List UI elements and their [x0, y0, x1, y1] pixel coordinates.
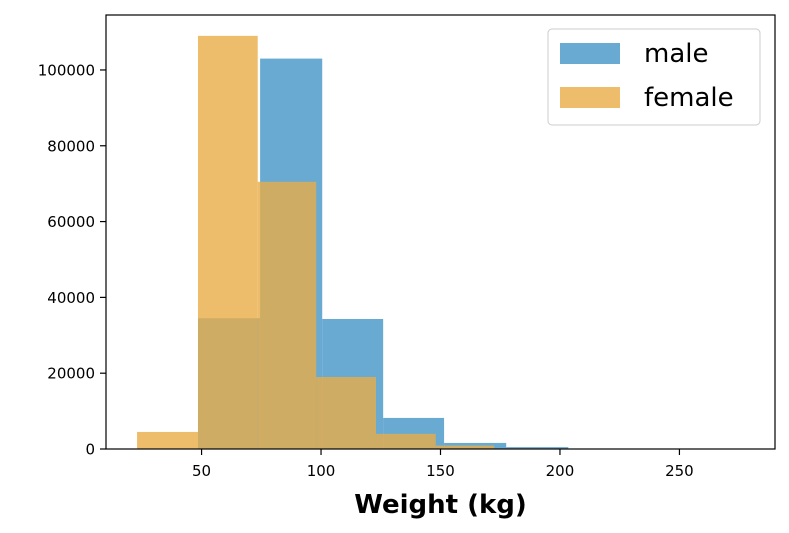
x-tick-label: 200 [546, 462, 575, 480]
bar-female-3 [316, 376, 376, 449]
histogram-bars [137, 35, 753, 450]
x-axis-ticks: 50 100 150 200 250 [192, 449, 694, 480]
x-tick-label: 150 [426, 462, 455, 480]
x-axis-label: Weight (kg) [354, 490, 527, 520]
y-axis-ticks: 0 20000 40000 60000 80000 100000 [38, 61, 106, 459]
bar-female-5 [435, 445, 495, 449]
bar-male-5 [506, 447, 569, 449]
y-tick-label: 40000 [47, 289, 95, 307]
legend: male female [547, 28, 761, 126]
y-tick-label: 100000 [38, 61, 95, 79]
legend-label-male: male [644, 39, 708, 69]
bar-female-0 [137, 431, 198, 449]
x-tick-label: 100 [307, 462, 336, 480]
x-tick-label: 250 [665, 462, 694, 480]
y-tick-label: 0 [85, 441, 95, 459]
bar-female-1 [197, 35, 258, 449]
series-female [137, 35, 673, 450]
x-tick-label: 50 [192, 462, 211, 480]
legend-label-female: female [644, 83, 734, 113]
legend-swatch-female [560, 87, 620, 108]
y-tick-label: 80000 [47, 137, 95, 155]
legend-swatch-male [560, 43, 620, 64]
bar-female-2 [257, 181, 317, 450]
bar-female-4 [375, 433, 436, 449]
y-tick-label: 20000 [47, 365, 95, 383]
y-tick-label: 60000 [47, 213, 95, 231]
